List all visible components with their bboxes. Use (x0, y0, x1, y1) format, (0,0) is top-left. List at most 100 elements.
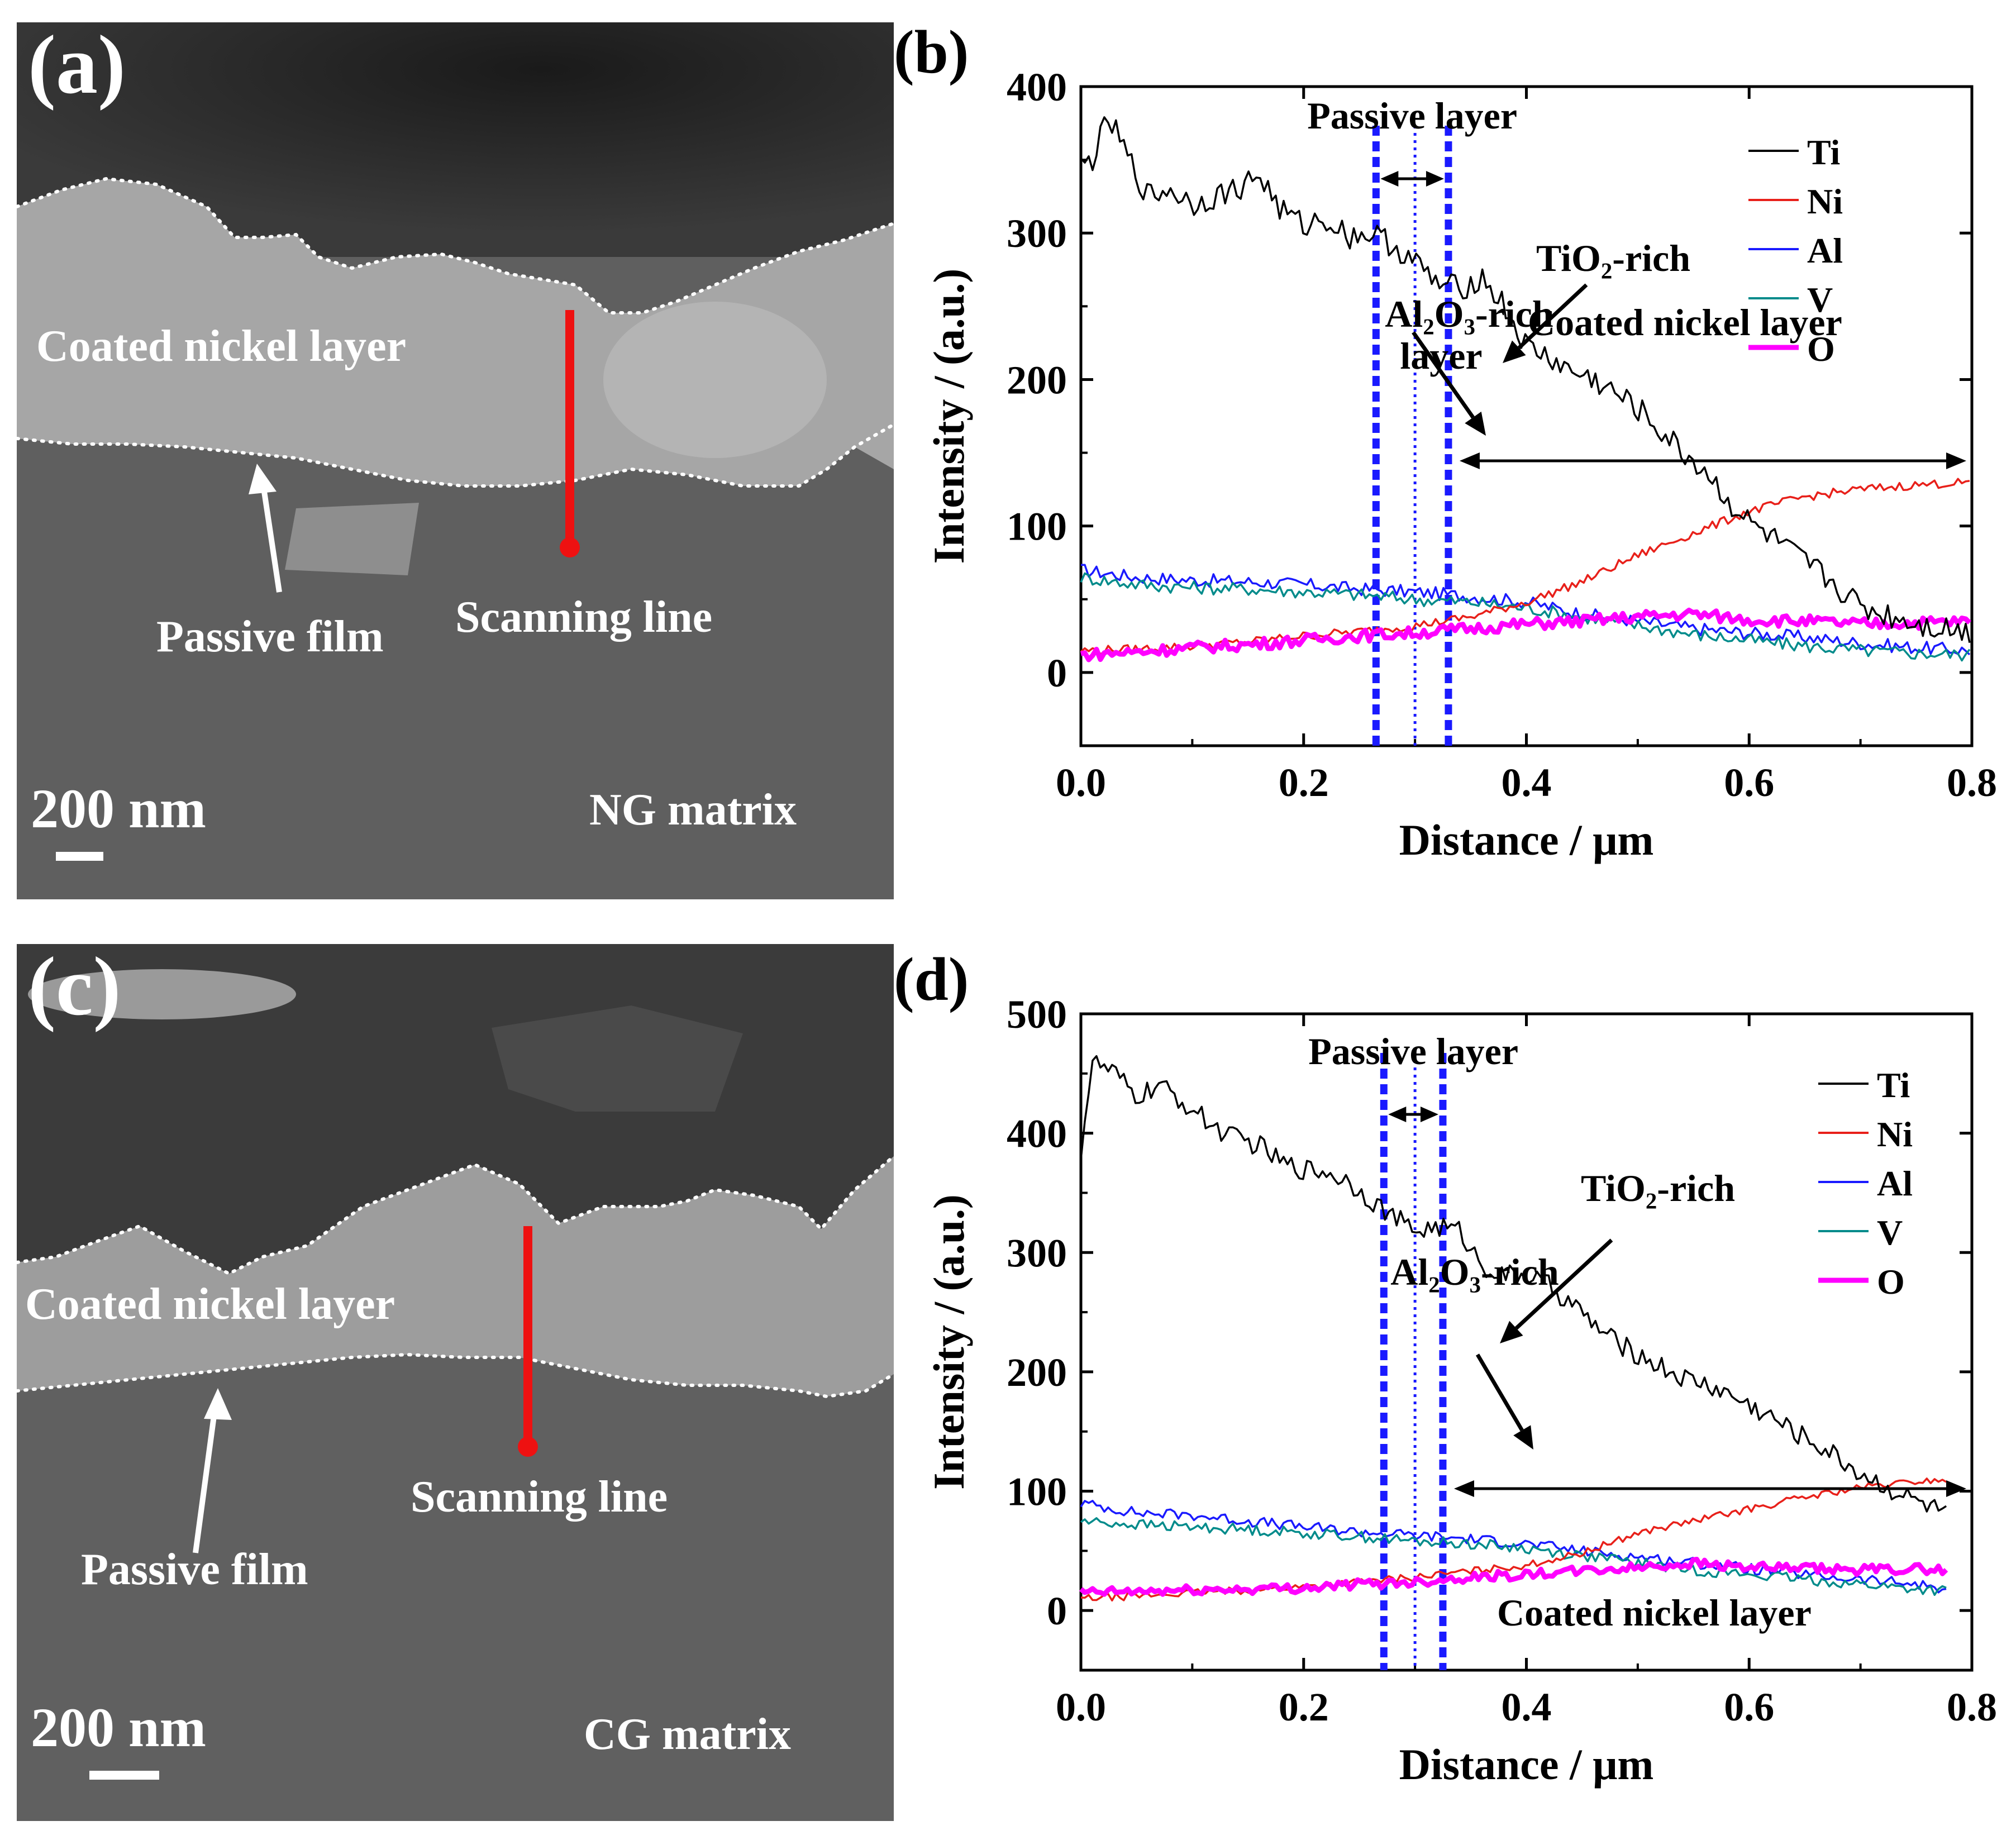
scanning-line-endpoint (560, 537, 580, 557)
panel-label-d: (d) (894, 945, 969, 1013)
matrix-label-a: NG matrix (589, 785, 797, 835)
scanning-line-label-a: Scanning line (455, 593, 713, 642)
legend-label-o: O (1877, 1262, 1905, 1302)
lower-boundary-line (17, 1352, 894, 1399)
passive-arrowhead-left (1388, 1107, 1407, 1122)
x-tick-label: 0.0 (1056, 1685, 1106, 1729)
passive-arrowhead-left (1380, 171, 1399, 187)
coated-arrowhead-left (1453, 1480, 1474, 1497)
legend-label-ti: Ti (1807, 132, 1840, 172)
y-tick-label: 300 (1007, 211, 1067, 256)
series-ni-line (1080, 1477, 1947, 1601)
chart-group-b: (b) 0 100 200 300 400 0.0 0.2 0.4 0.6 0.8 Distance … (894, 22, 1997, 864)
x-tick-label: 0.8 (1947, 760, 1997, 805)
scanning-line-endpoint (518, 1437, 538, 1457)
scanning-line-label-c: Scanning line (411, 1472, 668, 1522)
coated-layer-label-a: Coated nickel layer (36, 322, 407, 371)
y-tick-label: 200 (1007, 357, 1067, 402)
series-ti-line (1080, 1055, 1947, 1513)
sem-image-c: (c) Coated nickel layer Passive film Sca… (17, 944, 894, 1821)
al2o3-rich-label: Al₂O₃-rich (1385, 293, 1553, 335)
x-axis-title: Distance / μm (1399, 1740, 1654, 1789)
line-chart-d: (d) 0 100 200 300 400 500 0.0 0.2 0.4 0.6 0.8 Distan… (883, 944, 2016, 1838)
chart-svg-b: (b) 0 100 200 300 400 0.0 0.2 0.4 0.6 0.8 Distance … (894, 22, 1997, 864)
legend-label-o: O (1807, 329, 1835, 369)
chart-svg-d: (d) 0 100 200 300 400 500 0.0 0.2 0.4 0.6 0.8 Distan… (894, 945, 1997, 1789)
y-tick-label: 0 (1047, 651, 1067, 695)
coated-arrowhead-left (1459, 452, 1480, 469)
matrix-label-c: CG matrix (584, 1710, 792, 1759)
line-chart-b: (b) 0 100 200 300 400 0.0 0.2 0.4 0.6 0.8 Distance … (883, 22, 2016, 905)
coated-arrowhead-right (1946, 1480, 1966, 1497)
sem-image-a-drawing (17, 22, 894, 899)
series-v-line (1080, 572, 1971, 662)
y-tick-label: 0 (1047, 1589, 1067, 1633)
al2o3-rich-arrow (1412, 331, 1475, 419)
passive-film-arrow (193, 1407, 218, 1553)
scale-bar-label-c: 200 nm (31, 1696, 206, 1758)
dark-grain (492, 1005, 743, 1112)
coated-arrowhead-right (1946, 452, 1966, 469)
y-tick-label: 100 (1007, 1470, 1067, 1514)
x-tick-label: 0.4 (1502, 1685, 1552, 1729)
coated-layer-label-c: Coated nickel layer (25, 1280, 395, 1329)
series-al-line (1080, 564, 1971, 656)
y-tick-label: 300 (1007, 1231, 1067, 1275)
al2o3-rich-arrow-head (1465, 411, 1486, 436)
passive-film-label-c: Passive film (81, 1545, 308, 1594)
legend-label-al: Al (1877, 1164, 1913, 1203)
tio2-rich-arrow-head (1503, 340, 1526, 363)
legend-label-v: V (1807, 280, 1833, 320)
tio2-rich-label: TiO₂-rich (1581, 1167, 1735, 1209)
al2o3-rich-arrow (1475, 1353, 1524, 1432)
y-tick-label: 100 (1007, 504, 1067, 549)
y-axis-title: Intensity / (a.u.) (924, 269, 973, 564)
series-ni-line (1080, 478, 1970, 655)
tio2-rich-arrow (1514, 1238, 1613, 1330)
x-tick-label: 0.4 (1502, 760, 1552, 805)
y-tick-label: 200 (1007, 1350, 1067, 1395)
y-tick-label: 500 (1007, 992, 1067, 1037)
legend-label-ti: Ti (1877, 1065, 1910, 1105)
y-axis-title: Intensity / (a.u.) (924, 1194, 973, 1490)
sem-image-c-drawing (17, 944, 894, 1821)
passive-film-arrowhead (204, 1388, 232, 1420)
bright-streak (28, 969, 296, 1019)
panel-label-c: (c) (28, 944, 121, 1033)
x-tick-label: 0.2 (1279, 1685, 1329, 1729)
y-tick-label: 400 (1007, 65, 1067, 109)
tio2-rich-label: TiO₂-rich (1536, 237, 1690, 279)
passive-arrowhead-right (1420, 1107, 1438, 1122)
chart-group-d: (d) 0 100 200 300 400 500 0.0 0.2 0.4 0.6 0.8 Distan… (894, 945, 1997, 1789)
scale-bar (56, 852, 103, 861)
x-tick-label: 0.6 (1724, 760, 1774, 805)
panel-label-a: (a) (28, 22, 126, 111)
lower-boundary-line (17, 423, 894, 488)
coated-nickel-region (17, 1156, 894, 1396)
bright-grain (603, 302, 827, 458)
passive-layer-label: Passive layer (1307, 94, 1517, 137)
passive-arrowhead-right (1426, 171, 1444, 187)
passive-layer-label: Passive layer (1308, 1030, 1518, 1072)
scale-bar-label-a: 200 nm (31, 778, 206, 840)
tio2-rich-arrow (1517, 283, 1588, 350)
passive-particle (285, 503, 419, 575)
legend-label-v: V (1877, 1213, 1903, 1252)
x-tick-label: 0.0 (1056, 760, 1106, 805)
panel-label-b: (b) (894, 22, 969, 86)
series-o-line (1080, 607, 1972, 662)
passive-film-label-a: Passive film (156, 612, 384, 661)
passive-film-arrowhead (249, 464, 277, 494)
al2o3-rich-label: Al₂O₃-rich (1390, 1251, 1559, 1293)
x-tick-label: 0.2 (1279, 760, 1329, 805)
legend-label-al: Al (1807, 231, 1843, 270)
tio2-rich-arrow-head (1500, 1321, 1523, 1343)
legend-label-ni: Ni (1877, 1114, 1913, 1154)
legend-label-ni: Ni (1807, 182, 1843, 221)
y-tick-label: 400 (1007, 1112, 1067, 1156)
series-ti-line (1080, 116, 1971, 643)
x-tick-label: 0.6 (1724, 1685, 1774, 1729)
upper-boundary-line (17, 177, 894, 314)
x-axis-title: Distance / μm (1399, 816, 1654, 864)
series-v-line (1080, 1517, 1947, 1596)
